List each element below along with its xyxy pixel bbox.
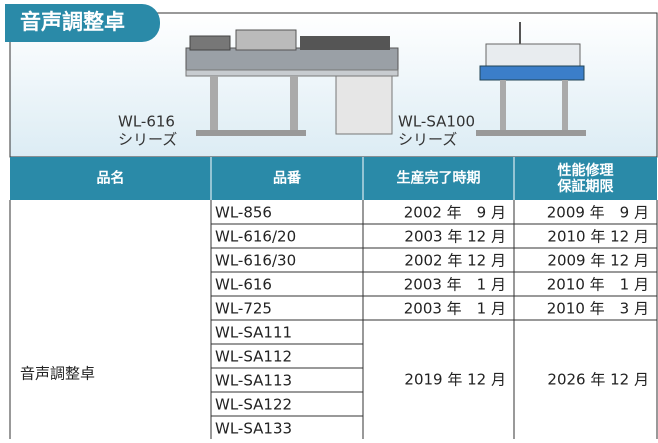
date-cell: 2009 年 9 月 — [547, 204, 649, 222]
date-cell: 2010 年 3 月 — [547, 300, 649, 318]
page-title: 音声調整卓 — [20, 10, 125, 34]
column-header: 品番 — [273, 170, 302, 187]
product-series: シリーズ — [398, 131, 457, 149]
model-cell: WL-SA113 — [215, 372, 292, 390]
model-cell: WL-616/20 — [215, 228, 296, 246]
date-cell: 2009 年 12 月 — [547, 252, 649, 270]
date-cell: 2010 年 1 月 — [547, 276, 649, 294]
model-cell: WL-SA112 — [215, 348, 292, 366]
table-header — [10, 157, 657, 200]
product-model: WL-SA100 — [398, 113, 475, 131]
model-cell: WL-616 — [215, 276, 272, 294]
model-cell: WL-SA111 — [215, 324, 292, 342]
column-header: 生産完了時期 — [397, 170, 481, 187]
column-header: 性能修理 — [558, 162, 614, 179]
product-model: WL-616 — [118, 113, 175, 131]
date-cell: 2003 年 1 月 — [404, 276, 506, 294]
title-tab-corner — [5, 4, 45, 42]
date-cell: 2003 年 1 月 — [404, 300, 506, 318]
date-cell: 2002 年 12 月 — [404, 252, 506, 270]
console-image — [476, 22, 586, 136]
model-cell: WL-856 — [215, 204, 272, 222]
date-cell: 2003 年 12 月 — [404, 228, 506, 246]
column-header: 保証期限 — [557, 178, 614, 195]
column-header: 品名 — [97, 170, 125, 187]
date-cell: 2002 年 9 月 — [404, 204, 506, 222]
model-cell: WL-616/30 — [215, 252, 296, 270]
model-cell: WL-725 — [215, 300, 272, 318]
date-cell: 2026 年 12 月 — [547, 371, 649, 389]
model-cell: WL-SA122 — [215, 396, 292, 414]
date-cell: 2019 年 12 月 — [404, 371, 506, 389]
console-image — [185, 29, 399, 136]
category-cell: 音声調整卓 — [20, 365, 95, 383]
date-cell: 2010 年 12 月 — [547, 228, 649, 246]
model-cell: WL-SA133 — [215, 420, 292, 438]
product-series: シリーズ — [118, 131, 177, 149]
